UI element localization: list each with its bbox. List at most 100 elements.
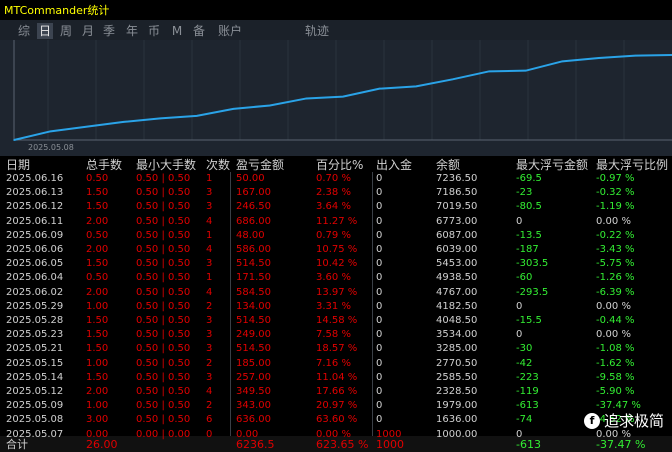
- table-row[interactable]: 2025.05.09 1.00 0.50 | 0.50 2 343.00 20.97 % 0…: [0, 399, 672, 412]
- header-percent[interactable]: 百分比%: [316, 158, 364, 172]
- cell-max-float-loss: -69.5: [516, 173, 542, 184]
- tab-3[interactable]: 月: [81, 24, 94, 38]
- cell-total-lots: 0.50: [86, 173, 109, 184]
- header-total-lots[interactable]: 总手数: [86, 158, 123, 172]
- tab-10[interactable]: 轨迹: [304, 24, 329, 38]
- cell-percent: 3.60 %: [316, 272, 351, 284]
- header-max-float-loss-pct[interactable]: 最大浮亏比例: [596, 158, 669, 172]
- tab-1[interactable]: 日: [37, 23, 53, 39]
- tab-8[interactable]: 备: [192, 24, 205, 38]
- table-row[interactable]: 2025.06.05 1.50 0.50 | 0.50 3 514.50 10.42 % 0…: [0, 257, 672, 270]
- balance-point: [13, 139, 15, 141]
- cell-balance: 7236.50: [436, 173, 478, 184]
- cell-deposit: 0: [376, 201, 383, 213]
- cell-min-max-lots: 0.00 | 0.00: [136, 428, 191, 440]
- cell-min-max-lots: 0.50 | 0.50: [136, 414, 191, 426]
- header-max-float-loss[interactable]: 最大浮亏金额: [516, 158, 589, 172]
- header-deposit[interactable]: 出入金: [376, 158, 413, 172]
- table-row[interactable]: 2025.06.09 0.50 0.50 | 0.50 1 48.00 0.79 % 0 60…: [0, 229, 672, 242]
- cell-percent: 14.58 %: [316, 315, 358, 326]
- cell-date: 2025.06.02: [6, 286, 64, 298]
- cell-deposit: 0: [376, 357, 383, 369]
- balance-point: [122, 121, 125, 123]
- cell-min-max-lots: 0.50 | 0.50: [136, 300, 191, 312]
- cell-max-float-loss-pct: 0.00 %: [596, 329, 631, 341]
- cell-total-lots: 2.00: [86, 215, 109, 227]
- table-row[interactable]: 2025.06.06 2.00 0.50 | 0.50 4 586.00 10.75 % 0…: [0, 243, 672, 256]
- table-row[interactable]: 2025.05.07 0.00 0.00 | 0.00 0 0.00 0.00 % 1000…: [0, 428, 672, 441]
- cell-max-float-loss-pct: 0.00 %: [596, 300, 631, 312]
- table-row[interactable]: 2025.06.16 0.50 0.50 | 0.50 1 50.00 0.70 % 0 72…: [0, 172, 672, 185]
- tab-7[interactable]: M: [171, 24, 183, 38]
- column-divider: [230, 172, 231, 436]
- table-row[interactable]: 2025.05.28 1.50 0.50 | 0.50 3 514.50 14.58 % 0…: [0, 314, 672, 327]
- tab-0[interactable]: 综: [17, 24, 30, 38]
- cell-min-max-lots: 0.50 | 0.50: [136, 329, 191, 341]
- table-row[interactable]: 2025.06.11 2.00 0.50 | 0.50 4 686.00 11.27 % 0…: [0, 215, 672, 228]
- cell-total-lots: 0.50: [86, 229, 109, 241]
- cell-deposit: 0: [376, 173, 383, 184]
- cell-min-max-lots: 0.50 | 0.50: [136, 258, 191, 270]
- cell-balance: 1000.00: [436, 428, 478, 440]
- cell-count: 3: [206, 258, 213, 270]
- cell-percent: 63.60 %: [316, 414, 358, 426]
- cell-min-max-lots: 0.50 | 0.50: [136, 357, 191, 369]
- cell-max-float-loss: -60: [516, 272, 533, 284]
- table-row[interactable]: 2025.05.29 1.00 0.50 | 0.50 2 134.00 3.31 % 0 4…: [0, 300, 672, 313]
- table-row[interactable]: 2025.05.23 1.50 0.50 | 0.50 3 249.00 7.58 % 0 3…: [0, 328, 672, 341]
- cell-percent: 20.97 %: [316, 400, 358, 412]
- tab-6[interactable]: 币: [147, 24, 160, 38]
- cell-total-lots: 1.00: [86, 300, 109, 312]
- header-min-max-lots[interactable]: 最小大手数: [136, 158, 197, 172]
- cell-max-float-loss-pct: -3.43 %: [596, 244, 635, 255]
- cell-date: 2025.06.09: [6, 229, 64, 241]
- header-date[interactable]: 日期: [6, 158, 31, 172]
- cell-min-max-lots: 0.50 | 0.50: [136, 201, 191, 213]
- cell-balance: 7019.50: [436, 201, 478, 213]
- cell-count: 1: [206, 229, 213, 241]
- cell-balance: 4048.50: [436, 315, 478, 326]
- cell-total-lots: 1.50: [86, 201, 109, 213]
- table-row[interactable]: 2025.06.12 1.50 0.50 | 0.50 3 246.50 3.64 % 0 7…: [0, 200, 672, 213]
- cell-balance: 4767.00: [436, 286, 478, 298]
- header-pnl[interactable]: 盈亏金额: [236, 158, 285, 172]
- balance-point: [451, 78, 454, 81]
- tab-2[interactable]: 周: [59, 24, 72, 38]
- cell-date: 2025.06.12: [6, 201, 64, 213]
- header-balance[interactable]: 余额: [436, 158, 461, 172]
- cell-pnl: 586.00: [236, 244, 271, 255]
- table-row[interactable]: 2025.06.04 0.50 0.50 | 0.50 1 171.50 3.60 % 0 4…: [0, 271, 672, 284]
- cell-deposit: 0: [376, 386, 383, 397]
- cell-min-max-lots: 0.50 | 0.50: [136, 371, 191, 383]
- cell-max-float-loss: -13.5: [516, 229, 542, 241]
- cell-pnl: 257.00: [236, 371, 271, 383]
- table-row[interactable]: 2025.06.02 2.00 0.50 | 0.50 4 584.50 13.97 % 0…: [0, 286, 672, 299]
- cell-max-float-loss-pct: -0.32 %: [596, 187, 635, 199]
- tab-9[interactable]: 账户: [217, 24, 242, 38]
- cell-count: 3: [206, 315, 213, 326]
- table-row[interactable]: 2025.05.12 2.00 0.50 | 0.50 4 349.50 17.66 % 0…: [0, 385, 672, 398]
- total-max-float-loss-pct: -37.47 %: [596, 438, 646, 451]
- cell-total-lots: 0.00: [86, 428, 109, 440]
- table-row[interactable]: 2025.05.08 3.00 0.50 | 0.50 6 636.00 63.60 % 0…: [0, 413, 672, 426]
- table-row[interactable]: 2025.05.14 1.50 0.50 | 0.50 3 257.00 11.04 % 0…: [0, 371, 672, 384]
- tab-4[interactable]: 季: [102, 24, 115, 38]
- cell-date: 2025.05.15: [6, 357, 64, 369]
- cell-percent: 2.38 %: [316, 187, 351, 199]
- table-row[interactable]: 2025.06.13 1.50 0.50 | 0.50 3 167.00 2.38 % 0 7…: [0, 186, 672, 199]
- cell-deposit: 0: [376, 329, 383, 341]
- cell-min-max-lots: 0.50 | 0.50: [136, 286, 191, 298]
- table-row[interactable]: 2025.05.15 1.00 0.50 | 0.50 2 185.00 7.16 % 0 2…: [0, 357, 672, 370]
- cell-deposit: 0: [376, 300, 383, 312]
- cell-count: 4: [206, 386, 213, 397]
- cell-min-max-lots: 0.50 | 0.50: [136, 400, 191, 412]
- balance-point: [195, 115, 198, 117]
- balance-chart-svg: 2025.05.08: [13, 40, 672, 152]
- table-row[interactable]: 2025.05.21 1.50 0.50 | 0.50 3 514.50 18.57 % 0…: [0, 342, 672, 355]
- cell-max-float-loss-pct: -1.08 %: [596, 343, 635, 355]
- cell-date: 2025.05.08: [6, 414, 64, 426]
- cell-percent: 10.42 %: [316, 258, 358, 270]
- cell-max-float-loss-pct: -6.39 %: [596, 286, 635, 298]
- tab-5[interactable]: 年: [125, 24, 138, 38]
- header-count[interactable]: 次数: [206, 158, 231, 172]
